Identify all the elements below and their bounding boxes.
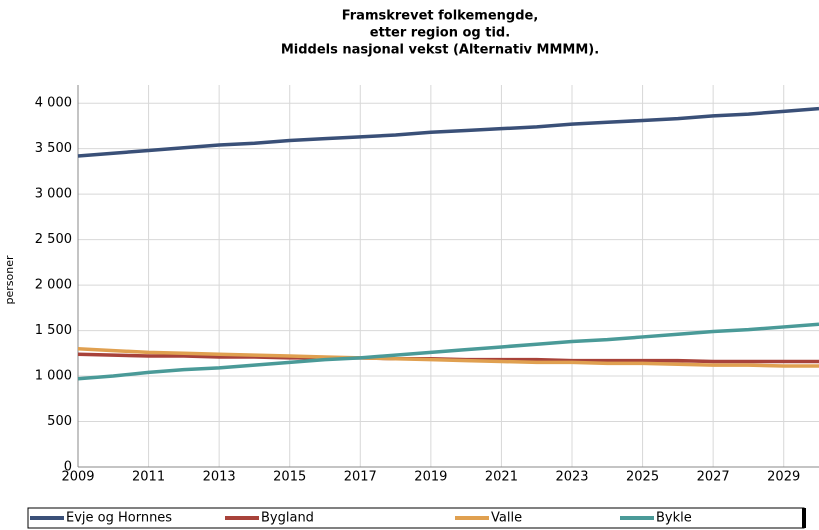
y-tick-label: 1 500 (35, 323, 72, 338)
x-tick-label: 2017 (344, 470, 377, 485)
chart-title: etter region og tid. (370, 26, 510, 41)
x-tick-label: 2019 (414, 470, 447, 485)
legend-label: Evje og Hornnes (66, 511, 172, 526)
y-tick-label: 0 (64, 460, 72, 475)
x-tick-label: 2027 (697, 470, 730, 485)
x-tick-label: 2009 (61, 470, 94, 485)
x-tick-label: 2011 (132, 470, 165, 485)
legend-label: Bykle (656, 511, 692, 526)
x-tick-label: 2029 (767, 470, 800, 485)
x-tick-label: 2015 (273, 470, 306, 485)
y-tick-label: 3 000 (35, 187, 72, 202)
y-tick-label: 2 500 (35, 232, 72, 247)
y-tick-label: 1 000 (35, 369, 72, 384)
legend-label: Bygland (261, 511, 314, 526)
y-tick-label: 500 (47, 414, 72, 429)
x-tick-label: 2023 (555, 470, 588, 485)
chart-title: Framskrevet folkemengde, (342, 9, 539, 24)
x-tick-label: 2013 (203, 470, 236, 485)
x-tick-label: 2021 (485, 470, 518, 485)
legend-label: Valle (491, 511, 522, 526)
y-tick-label: 2 000 (35, 278, 72, 293)
y-axis-label: personer (3, 255, 16, 304)
line (77, 347, 819, 368)
y-tick-label: 3 500 (35, 141, 72, 156)
y-tick-label: 4 000 (35, 96, 72, 111)
line (77, 322, 819, 381)
line (77, 106, 819, 158)
x-tick-label: 2025 (626, 470, 659, 485)
chart-title: Middels nasjonal vekst (Alternativ MMMM)… (281, 43, 599, 58)
